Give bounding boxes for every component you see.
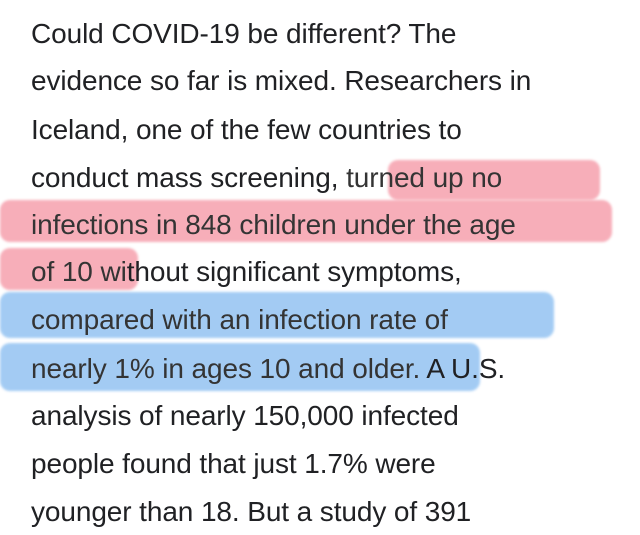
highlighted-text: turned up no (346, 162, 503, 193)
text-line-8: nearly 1% in ages 10 and older. A U.S. (31, 355, 505, 383)
line-text: evidence so far is mixed. Researchers in (31, 65, 532, 96)
highlighted-text: compared with an infection rate of (31, 304, 448, 335)
text-line-5: infections in 848 children under the age (31, 211, 516, 239)
highlighted-text: nearly 1% in ages 10 and older. (31, 353, 421, 384)
highlighted-text: infections in 848 children under the age (31, 209, 516, 240)
line-text: people found that just 1.7% were (31, 448, 436, 479)
line-text: Could COVID-19 be different? The (31, 18, 457, 49)
line-text: analysis of nearly 150,000 infected (31, 400, 459, 431)
text-line-11: younger than 18. But a study of 391 (31, 498, 471, 526)
line-text: younger than 18. But a study of 391 (31, 496, 472, 527)
text-line-3: Iceland, one of the few countries to (31, 116, 462, 144)
highlighted-text: of 10 wi (31, 256, 127, 287)
text-line-6: of 10 without significant symptoms, (31, 258, 462, 286)
text-line-2: evidence so far is mixed. Researchers in (31, 67, 531, 95)
line-text: Iceland, one of the few countries to (31, 114, 462, 145)
text-line-1: Could COVID-19 be different? The (31, 20, 456, 48)
text-line-4: conduct mass screening, turned up no (31, 164, 502, 192)
line-text: conduct mass screening, (31, 162, 347, 193)
text-line-9: analysis of nearly 150,000 infected (31, 402, 459, 430)
text-line-10: people found that just 1.7% were (31, 450, 436, 478)
line-text: A U.S. (420, 353, 506, 384)
line-text: thout significant symptoms, (126, 256, 462, 287)
text-line-7: compared with an infection rate of (31, 306, 448, 334)
